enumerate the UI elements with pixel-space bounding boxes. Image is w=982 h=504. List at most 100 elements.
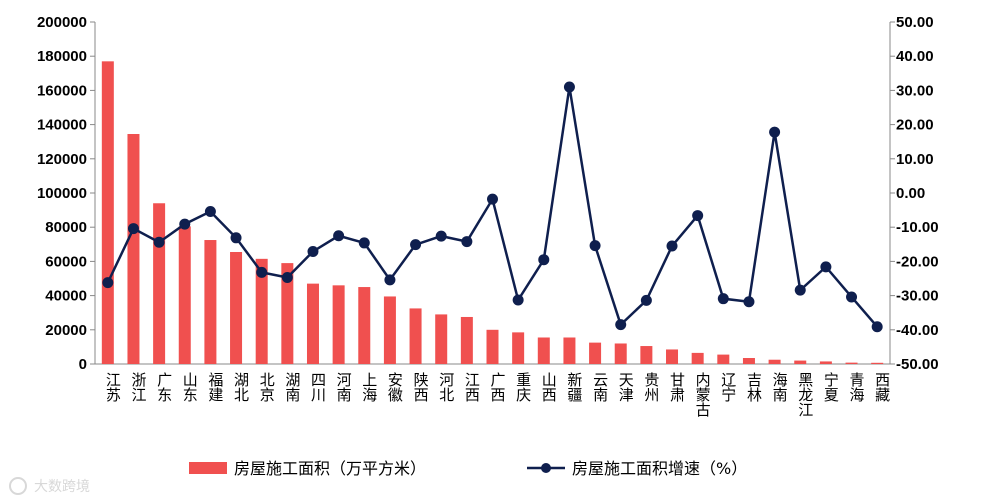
line-point [153, 236, 165, 248]
line-point [230, 232, 242, 244]
right-tick-label: -20.00 [896, 253, 939, 270]
bar [153, 203, 166, 364]
right-tick-label: -50.00 [896, 356, 939, 373]
bar [127, 134, 140, 364]
category-label: 北京 [258, 372, 276, 403]
left-tick-label: 180000 [37, 48, 87, 65]
bar [871, 362, 884, 364]
bar [563, 337, 576, 364]
category-label: 河南 [335, 372, 353, 402]
line-point [102, 277, 114, 289]
category-label: 四川 [309, 372, 327, 402]
bar [819, 361, 832, 364]
category-label: 河北 [437, 372, 455, 402]
category-label: 江西 [463, 372, 481, 402]
bar [204, 240, 217, 364]
category-label: 云南 [591, 372, 609, 402]
bar [435, 314, 448, 364]
line-point [384, 274, 396, 286]
bar [742, 358, 755, 364]
right-tick-label: 10.00 [896, 151, 934, 168]
category-label: 吉林 [745, 372, 763, 402]
line-point [410, 239, 422, 251]
bar [178, 226, 191, 364]
category-label: 辽宁 [719, 372, 737, 402]
line-point [256, 266, 268, 278]
bar [281, 263, 294, 364]
legend-bar-swatch [189, 462, 227, 474]
bar [255, 258, 268, 364]
line-point [435, 230, 447, 242]
category-label: 重庆 [514, 372, 532, 402]
category-label: 天津 [617, 372, 635, 402]
line-point [487, 193, 498, 205]
line-point [692, 210, 704, 222]
category-label: 海南 [771, 372, 789, 402]
watermark-logo-icon [9, 477, 27, 495]
right-tick-label: 50.00 [896, 14, 934, 31]
category-label: 广东 [155, 372, 173, 402]
category-label: 福建 [206, 372, 224, 402]
line-point [538, 254, 550, 266]
line-point [666, 240, 678, 252]
bar [460, 316, 473, 364]
watermark-text: 大数跨境 [34, 479, 90, 495]
growth-line [106, 86, 879, 328]
bar [537, 337, 550, 364]
line-point [512, 294, 524, 306]
bar [794, 360, 807, 364]
bar [666, 349, 679, 364]
bar [589, 342, 602, 364]
bar-series [101, 61, 884, 365]
right-tick-label: -10.00 [896, 219, 939, 236]
line-point [794, 284, 806, 296]
right-tick-label: 40.00 [896, 48, 934, 65]
line-series [102, 81, 883, 333]
right-tick-label: 0.00 [896, 185, 925, 202]
left-axis-ticks: 0 20000 40000 60000 80000 100000 120000 140000 1… [37, 14, 95, 373]
bar [640, 346, 653, 364]
category-label: 山西 [540, 372, 558, 402]
line-point [307, 245, 319, 257]
line-point [589, 240, 601, 252]
right-tick-label: 20.00 [896, 117, 934, 134]
category-label: 浙江 [129, 372, 147, 402]
legend-line-marker [541, 463, 551, 473]
right-axis-ticks: -50.00 -40.00 -30.00 -20.00 -10.00 0.00 10.00 2… [890, 14, 939, 373]
watermark: 大数跨境 [9, 477, 90, 495]
category-label: 上海 [360, 372, 378, 402]
category-label: 湖南 [283, 372, 301, 402]
left-tick-label: 20000 [45, 322, 87, 339]
line-point [563, 81, 575, 93]
category-label: 广西 [489, 372, 507, 402]
left-tick-label: 40000 [45, 288, 87, 305]
left-tick-label: 200000 [37, 14, 87, 31]
category-label: 江苏 [104, 372, 122, 403]
category-label: 安徽 [386, 372, 404, 402]
line-point [769, 126, 781, 138]
line-point [846, 291, 858, 303]
bar [512, 332, 525, 364]
legend-line-label: 房屋施工面积增速（%） [572, 459, 747, 478]
category-label: 甘肃 [668, 372, 686, 402]
category-label: 西藏 [873, 372, 891, 403]
bar [230, 251, 243, 364]
category-label: 山东 [181, 372, 199, 402]
category-label: 陕西 [412, 372, 430, 402]
bar [101, 61, 114, 365]
right-tick-label: 30.00 [896, 82, 934, 99]
right-tick-label: -30.00 [896, 288, 939, 305]
left-tick-label: 100000 [37, 185, 87, 202]
line-point [717, 293, 729, 305]
category-label: 黑龙江 [796, 372, 814, 417]
bar [383, 296, 396, 364]
category-label: 贵州 [642, 372, 660, 402]
bar [358, 287, 371, 364]
category-label: 内蒙古 [694, 372, 712, 417]
bar [332, 285, 345, 364]
left-tick-label: 60000 [45, 253, 87, 270]
line-point [640, 294, 652, 306]
category-label: 青海 [848, 372, 866, 402]
line-point [127, 223, 139, 235]
